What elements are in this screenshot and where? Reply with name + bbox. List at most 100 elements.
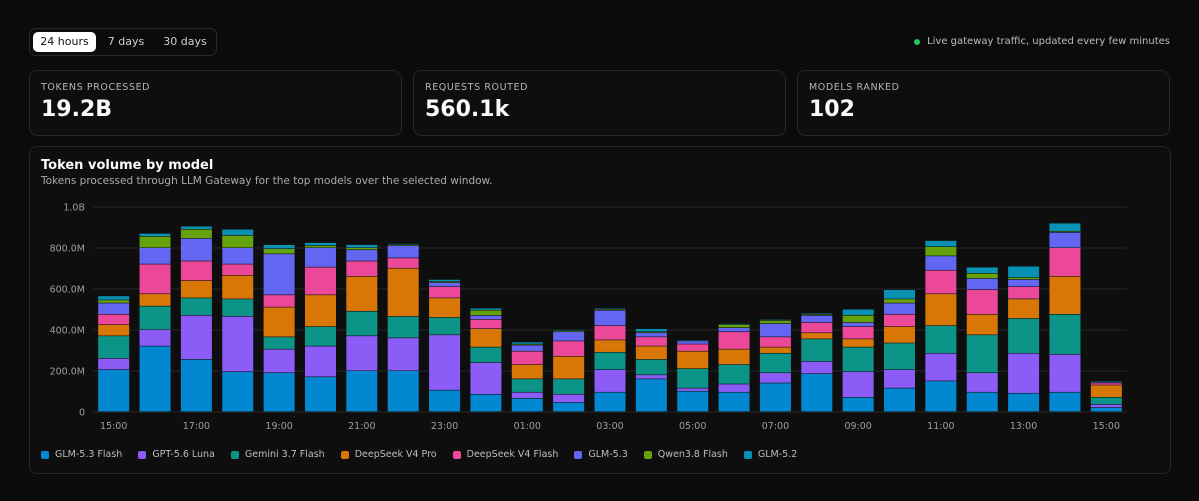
bar-segment-gemini-3-7-flash[interactable] (346, 311, 378, 336)
bar-segment-glm-5-3-flash[interactable] (1049, 392, 1081, 412)
bar-segment-glm-5-3[interactable] (346, 250, 378, 261)
bar-segment-gemini-3-7-flash[interactable] (1049, 314, 1081, 354)
bar-segment-deepseek-v4-flash[interactable] (635, 337, 667, 346)
bar-segment-gemini-3-7-flash[interactable] (842, 347, 874, 372)
bar-segment-deepseek-v4-pro[interactable] (222, 275, 254, 299)
bar-segment-glm-5-2[interactable] (222, 229, 254, 236)
bar-segment-deepseek-v4-flash[interactable] (884, 314, 916, 327)
bar-segment-gemini-3-7-flash[interactable] (1008, 318, 1040, 353)
bar-segment-glm-5-2[interactable] (1008, 266, 1040, 278)
bar-segment-deepseek-v4-pro[interactable] (263, 307, 295, 337)
bar-segment-deepseek-v4-flash[interactable] (594, 325, 626, 340)
bar-segment-deepseek-v4-pro[interactable] (1049, 276, 1081, 315)
bar-segment-gemini-3-7-flash[interactable] (759, 353, 791, 373)
bar-segment-gpt-5-6-luna[interactable] (925, 353, 957, 381)
bar-segment-glm-5-3[interactable] (801, 315, 833, 323)
bar-segment-gpt-5-6-luna[interactable] (966, 373, 998, 392)
bar-segment-glm-5-3[interactable] (304, 248, 336, 267)
legend-item[interactable]: Qwen3.8 Flash (643, 449, 728, 460)
bar-segment-gpt-5-6-luna[interactable] (346, 336, 378, 371)
bar-segment-glm-5-3-flash[interactable] (180, 359, 212, 412)
bar-segment-gemini-3-7-flash[interactable] (470, 347, 502, 363)
bar-segment-qwen3-8-flash[interactable] (222, 235, 254, 248)
bar-segment-glm-5-3-flash[interactable] (139, 346, 171, 412)
bar-segment-qwen3-8-flash[interactable] (346, 248, 378, 250)
bar-segment-deepseek-v4-flash[interactable] (387, 258, 419, 268)
bar-segment-deepseek-v4-flash[interactable] (222, 264, 254, 276)
bar-segment-glm-5-3[interactable] (429, 282, 461, 287)
bar-segment-glm-5-3[interactable] (139, 248, 171, 264)
bar-segment-deepseek-v4-pro[interactable] (842, 339, 874, 347)
bar-segment-deepseek-v4-flash[interactable] (429, 286, 461, 298)
bar-segment-gemini-3-7-flash[interactable] (98, 336, 130, 359)
bar-segment-deepseek-v4-pro[interactable] (180, 280, 212, 298)
bar-segment-deepseek-v4-pro[interactable] (759, 347, 791, 353)
legend-item[interactable]: GLM-5.3 (574, 449, 628, 460)
bar-segment-deepseek-v4-flash[interactable] (139, 264, 171, 294)
bar-segment-deepseek-v4-flash[interactable] (180, 261, 212, 281)
legend-item[interactable]: GLM-5.3 Flash (41, 449, 122, 460)
bar-segment-gemini-3-7-flash[interactable] (387, 316, 419, 338)
bar-segment-deepseek-v4-pro[interactable] (884, 326, 916, 343)
bar-segment-glm-5-2[interactable] (842, 309, 874, 316)
bar-segment-glm-5-3-flash[interactable] (346, 371, 378, 412)
bar-segment-glm-5-3-flash[interactable] (677, 391, 709, 412)
bar-segment-gemini-3-7-flash[interactable] (801, 339, 833, 362)
bar-segment-deepseek-v4-pro[interactable] (304, 295, 336, 327)
bar-segment-glm-5-2[interactable] (470, 308, 502, 310)
bar-segment-gemini-3-7-flash[interactable] (553, 379, 585, 394)
bar-segment-gpt-5-6-luna[interactable] (594, 369, 626, 392)
bar-segment-qwen3-8-flash[interactable] (139, 236, 171, 248)
bar-segment-gpt-5-6-luna[interactable] (759, 373, 791, 383)
bar-segment-glm-5-3-flash[interactable] (759, 383, 791, 412)
bar-segment-gemini-3-7-flash[interactable] (511, 379, 543, 392)
bar-segment-deepseek-v4-pro[interactable] (801, 333, 833, 339)
bar-segment-qwen3-8-flash[interactable] (925, 246, 957, 256)
bar-segment-gemini-3-7-flash[interactable] (884, 343, 916, 370)
bar-segment-deepseek-v4-pro[interactable] (98, 324, 130, 336)
bar-segment-glm-5-3[interactable] (387, 245, 419, 258)
bar-segment-deepseek-v4-pro[interactable] (966, 314, 998, 335)
bar-segment-qwen3-8-flash[interactable] (304, 245, 336, 248)
bar-segment-deepseek-v4-flash[interactable] (677, 344, 709, 351)
bar-segment-deepseek-v4-pro[interactable] (635, 346, 667, 360)
bar-segment-deepseek-v4-pro[interactable] (470, 328, 502, 347)
bar-segment-glm-5-2[interactable] (263, 244, 295, 249)
bar-segment-gemini-3-7-flash[interactable] (677, 368, 709, 388)
bar-segment-gemini-3-7-flash[interactable] (594, 352, 626, 370)
bar-segment-gemini-3-7-flash[interactable] (222, 299, 254, 317)
tab-24-hours[interactable]: 24 hours (33, 32, 96, 52)
tab-7-days[interactable]: 7 days (107, 35, 145, 48)
bar-segment-glm-5-3[interactable] (842, 322, 874, 327)
bar-segment-glm-5-3[interactable] (553, 332, 585, 341)
bar-segment-deepseek-v4-flash[interactable] (925, 270, 957, 294)
bar-segment-deepseek-v4-flash[interactable] (842, 326, 874, 339)
bar-segment-glm-5-2[interactable] (966, 267, 998, 274)
bar-segment-gpt-5-6-luna[interactable] (98, 358, 130, 370)
bar-segment-gpt-5-6-luna[interactable] (139, 330, 171, 346)
bar-segment-deepseek-v4-pro[interactable] (1008, 299, 1040, 319)
bar-segment-gpt-5-6-luna[interactable] (635, 375, 667, 379)
bar-segment-deepseek-v4-pro[interactable] (139, 294, 171, 306)
bar-segment-qwen3-8-flash[interactable] (263, 249, 295, 254)
bar-segment-deepseek-v4-pro[interactable] (594, 340, 626, 352)
bar-segment-glm-5-3[interactable] (1049, 232, 1081, 248)
bar-segment-glm-5-3-flash[interactable] (304, 377, 336, 412)
bar-segment-glm-5-2[interactable] (1049, 223, 1081, 231)
bar-segment-deepseek-v4-flash[interactable] (263, 295, 295, 307)
bar-segment-glm-5-2[interactable] (925, 240, 957, 247)
bar-segment-qwen3-8-flash[interactable] (718, 324, 750, 328)
bar-segment-deepseek-v4-flash[interactable] (966, 290, 998, 315)
bar-segment-gemini-3-7-flash[interactable] (139, 306, 171, 330)
bar-segment-qwen3-8-flash[interactable] (966, 273, 998, 279)
bar-segment-glm-5-3-flash[interactable] (925, 381, 957, 412)
bar-segment-gpt-5-6-luna[interactable] (1090, 404, 1122, 408)
bar-segment-gemini-3-7-flash[interactable] (304, 326, 336, 346)
bar-segment-gpt-5-6-luna[interactable] (884, 369, 916, 388)
bar-segment-glm-5-3-flash[interactable] (594, 392, 626, 412)
bar-segment-glm-5-3[interactable] (594, 310, 626, 326)
bar-segment-deepseek-v4-pro[interactable] (553, 356, 585, 379)
bar-segment-glm-5-2[interactable] (346, 244, 378, 248)
bar-segment-glm-5-3-flash[interactable] (263, 373, 295, 412)
bar-segment-gpt-5-6-luna[interactable] (718, 384, 750, 392)
